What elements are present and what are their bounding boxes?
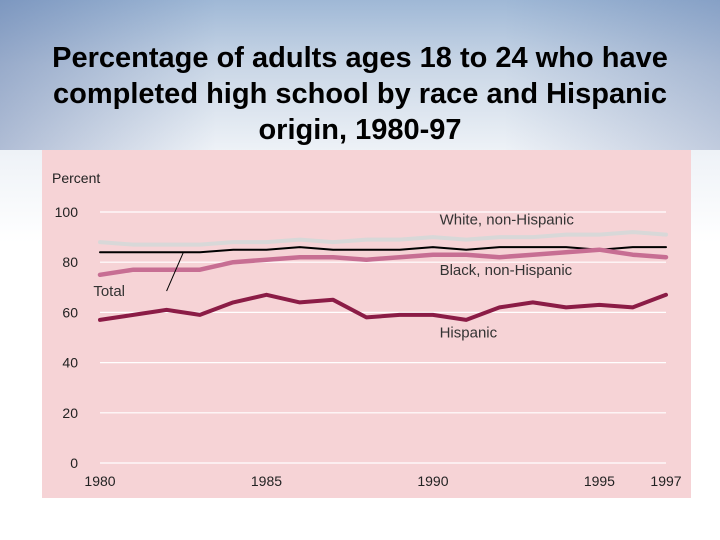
series-line-white-non-hispanic xyxy=(98,230,668,247)
background-band xyxy=(0,0,720,150)
y-tick-label: 80 xyxy=(62,254,78,270)
y-tick-label: 60 xyxy=(62,304,78,320)
series-lines xyxy=(97,230,669,322)
x-tick-label: 1985 xyxy=(251,473,282,489)
x-tick-label: 1980 xyxy=(84,473,115,489)
y-tick-label: 0 xyxy=(70,455,78,471)
line-chart: 0 20 40 60 80 100 1980 1985 1990 1995 1997 White, … xyxy=(52,170,682,489)
y-tick-label: 40 xyxy=(62,355,78,371)
series-label: Black, non-Hispanic xyxy=(440,262,573,279)
y-tick-label: 20 xyxy=(62,405,78,421)
y-axis-title: Percent xyxy=(52,170,100,186)
tick-labels: 0 20 40 60 80 100 1980 1985 1990 1995 1997 xyxy=(55,204,682,489)
series-label: Total xyxy=(93,283,125,300)
y-tick-label: 100 xyxy=(55,204,79,220)
series-line-total xyxy=(99,246,667,254)
series-label: White, non-Hispanic xyxy=(440,212,575,229)
x-tick-label: 1995 xyxy=(584,473,615,489)
total-leader-line xyxy=(166,252,184,292)
series-line-hispanic xyxy=(98,292,668,322)
series-line-black-non-hispanic xyxy=(97,247,669,278)
series-labels: White, non-Hispanic Black, non-Hispanic Hi… xyxy=(93,212,574,342)
series-label: Hispanic xyxy=(440,325,498,342)
slide-title: Percentage of adults ages 18 to 24 who h… xyxy=(52,42,668,146)
chart-panel: 0 20 40 60 80 100 1980 1985 1990 1995 1997 White, … xyxy=(42,150,691,498)
x-tick-label: 1997 xyxy=(650,473,681,489)
x-tick-label: 1990 xyxy=(417,473,448,489)
